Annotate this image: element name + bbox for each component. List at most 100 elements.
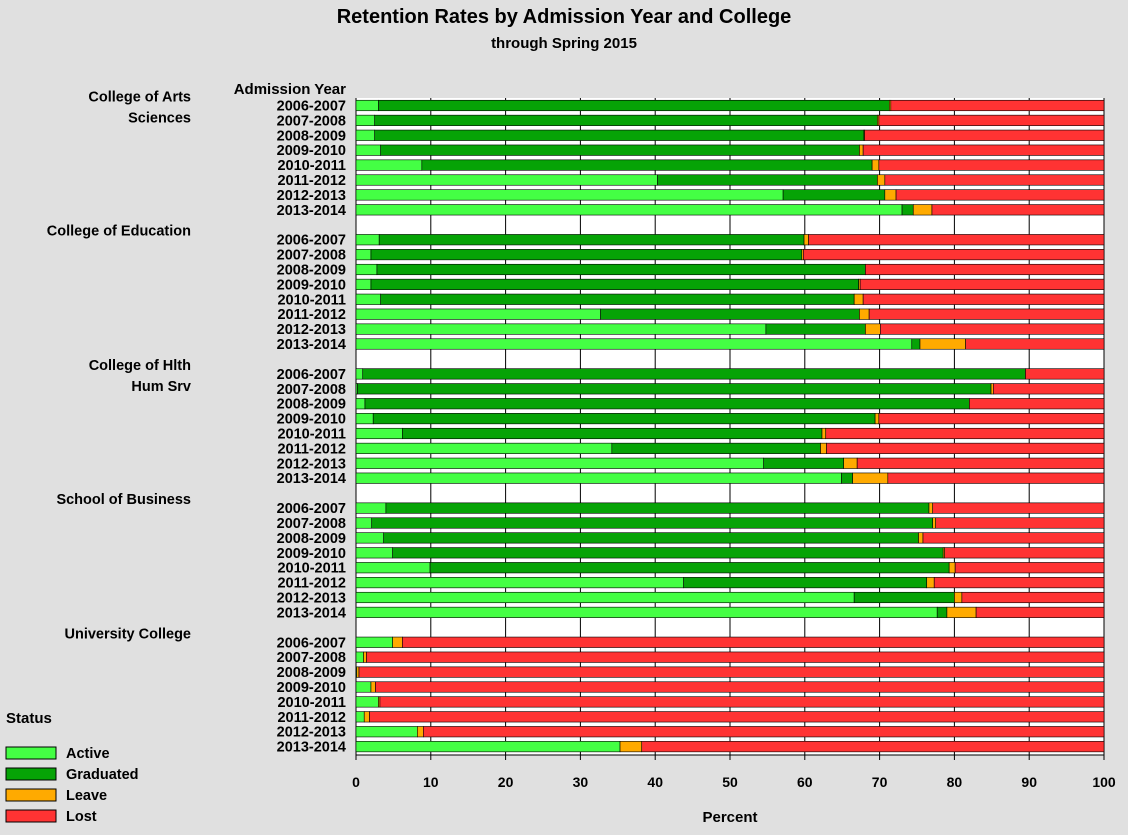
bar-segment-leave — [803, 234, 809, 246]
bar-segment-leave — [370, 681, 376, 693]
bar-segment-active — [355, 159, 423, 171]
year-label: 2012-2013 — [277, 456, 346, 472]
x-tick-label: 80 — [947, 774, 963, 790]
bar-segment-graduated — [429, 562, 950, 574]
bar-segment-leave — [948, 562, 956, 574]
bar-segment-active — [355, 398, 366, 410]
bar-segment-lost — [890, 99, 1105, 112]
bar-segment-lost — [932, 502, 1105, 514]
bar-segment-lost — [935, 517, 1105, 529]
bar-segment-lost — [878, 413, 1105, 425]
year-label: 2011-2012 — [277, 307, 346, 323]
year-label: 2013-2014 — [277, 471, 346, 487]
bar-segment-graduated — [936, 606, 948, 618]
x-tick-label: 70 — [872, 774, 888, 790]
bar-segment-lost — [992, 383, 1105, 395]
bar-segment-graduated — [364, 398, 970, 410]
bar-segment-active — [355, 234, 380, 246]
bar-segment-active — [355, 174, 658, 186]
bar-segment-graduated — [657, 174, 878, 186]
bar-segment-lost — [975, 606, 1105, 618]
bar-segment-lost — [954, 562, 1105, 574]
x-tick-label: 30 — [573, 774, 589, 790]
bar-segment-active — [355, 189, 784, 201]
year-label: 2011-2012 — [277, 173, 346, 189]
bar-segment-active — [355, 457, 764, 469]
bar-segment-lost — [969, 398, 1105, 410]
x-tick-label: 20 — [498, 774, 514, 790]
bar-segment-active — [355, 129, 376, 141]
bar-segment-active — [355, 577, 684, 589]
group-label: School of Business — [56, 492, 191, 508]
x-tick-label: 90 — [1021, 774, 1037, 790]
legend-swatch-active — [5, 746, 57, 760]
bar-segment-lost — [1025, 368, 1105, 380]
bar-segment-graduated — [765, 323, 866, 335]
bar-segment-graduated — [380, 144, 860, 156]
legend-label-leave: Leave — [66, 788, 107, 804]
bar-segment-leave — [954, 591, 963, 604]
bar-segment-active — [355, 517, 373, 529]
bar-segment-lost — [880, 323, 1105, 335]
bar-segment-active — [355, 204, 903, 216]
x-tick-label: 50 — [722, 774, 738, 790]
bar-segment-leave — [884, 189, 897, 201]
bar-segment-active — [355, 502, 387, 514]
year-label: 2007-2008 — [277, 516, 346, 532]
chart-subtitle: through Spring 2015 — [491, 35, 637, 52]
bar-segment-active — [355, 547, 393, 559]
year-label: 2010-2011 — [277, 158, 346, 174]
bar-segment-graduated — [611, 442, 821, 454]
admission-year-header: Admission Year — [234, 81, 346, 98]
bar-segment-graduated — [370, 249, 803, 261]
bar-segment-graduated — [683, 577, 928, 589]
bar-segment-active — [355, 263, 378, 276]
bar-segment-graduated — [371, 517, 934, 529]
bar-segment-lost — [369, 711, 1105, 723]
bar-segment-lost — [808, 234, 1105, 246]
year-label: 2007-2008 — [277, 113, 346, 129]
bar-segment-leave — [874, 413, 880, 425]
year-label: 2013-2014 — [277, 740, 346, 756]
bar-segment-lost — [379, 696, 1105, 708]
bar-segment-lost — [887, 472, 1105, 484]
year-label: 2008-2009 — [277, 531, 346, 547]
bar-segment-lost — [965, 338, 1105, 350]
bar-segment-leave — [619, 741, 643, 753]
bar-segment-active — [355, 249, 372, 261]
x-tick-label: 10 — [423, 774, 439, 790]
year-label: 2006-2007 — [277, 367, 346, 383]
bar-segment-leave — [820, 442, 827, 454]
bar-segment-lost — [862, 144, 1105, 156]
year-label: 2012-2013 — [277, 322, 346, 338]
year-label: 2010-2011 — [277, 695, 346, 711]
bar-segment-leave — [859, 308, 870, 320]
bar-segment-graduated — [378, 99, 890, 112]
bar-segment-active — [355, 442, 613, 454]
bar-segment-active — [355, 651, 364, 663]
bar-segment-graduated — [378, 234, 805, 246]
year-label: 2011-2012 — [277, 710, 346, 726]
bar-segment-active — [355, 114, 376, 126]
legend-title: Status — [6, 710, 52, 727]
bar-segment-leave — [946, 606, 977, 618]
bar-segment-active — [355, 741, 621, 753]
year-label: 2011-2012 — [277, 441, 346, 457]
bar-segment-lost — [961, 591, 1105, 604]
bar-segment-lost — [933, 577, 1105, 589]
year-label: 2008-2009 — [277, 128, 346, 144]
legend-label-lost: Lost — [66, 809, 97, 825]
year-label: 2009-2010 — [277, 680, 346, 696]
chart-title: Retention Rates by Admission Year and Co… — [337, 6, 792, 28]
bar-segment-lost — [402, 636, 1105, 648]
bar-segment-active — [355, 636, 393, 648]
x-tick-label: 40 — [647, 774, 663, 790]
year-label: 2013-2014 — [277, 337, 346, 353]
bar-segment-graduated — [380, 293, 855, 305]
bar-segment-lost — [931, 204, 1105, 216]
legend-swatch-graduated — [5, 767, 57, 781]
group-label: College of Hlth — [89, 358, 191, 374]
bar-segment-lost — [868, 308, 1105, 320]
bar-segment-graduated — [853, 591, 955, 604]
bar-segment-active — [355, 368, 364, 380]
